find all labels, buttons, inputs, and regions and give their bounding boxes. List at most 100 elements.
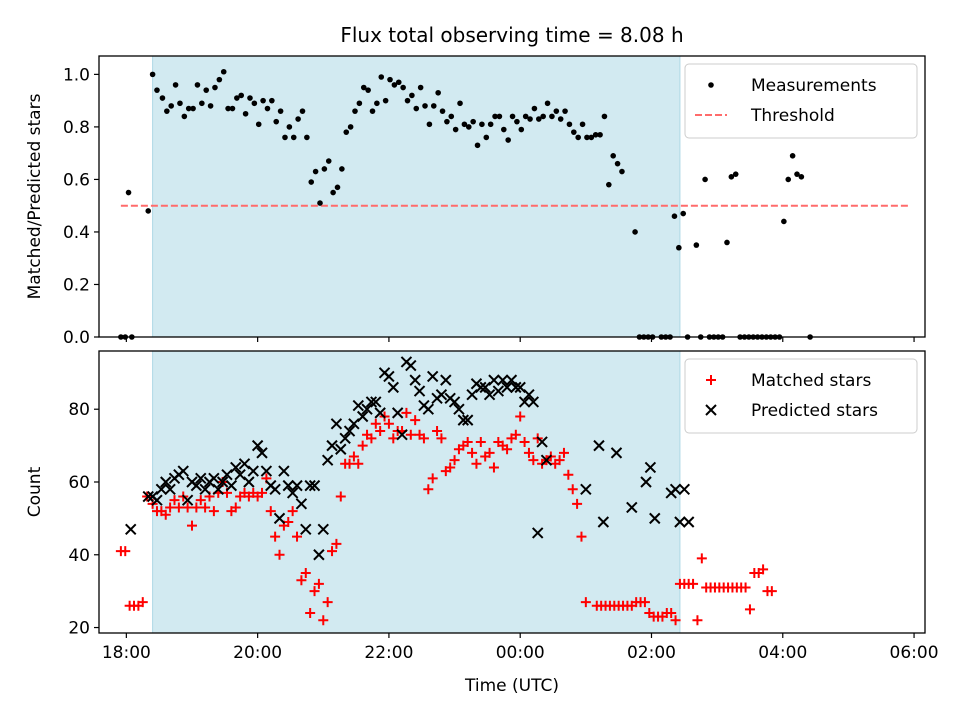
- matched-stars-point: [313, 578, 324, 589]
- measurement-point: [562, 108, 568, 114]
- matched-stars-point: [670, 615, 681, 626]
- legend: Measurements Threshold: [684, 63, 918, 139]
- predicted-stars-point: [361, 403, 373, 415]
- measurement-point: [479, 121, 485, 128]
- legend-predicted-swatch: [705, 404, 717, 416]
- predicted-stars-point: [479, 381, 491, 394]
- matched-stars-point: [195, 495, 206, 506]
- measurement-point: [317, 200, 323, 206]
- predicted-stars-point: [238, 458, 251, 470]
- measurement-point: [794, 171, 800, 177]
- measurement-point: [509, 113, 516, 120]
- matched-stars-point: [688, 578, 699, 589]
- matched-stars-point: [484, 447, 495, 458]
- predicted-stars-point: [177, 465, 189, 477]
- measurement-point: [461, 121, 468, 128]
- measurement-point: [321, 166, 328, 172]
- x-tick-label: 22:00: [364, 643, 413, 663]
- predicted-stars-point: [348, 418, 360, 430]
- predicted-stars-point: [343, 425, 356, 437]
- matched-stars-point: [191, 502, 202, 513]
- matched-stars-point: [515, 411, 526, 422]
- measurement-point: [334, 184, 341, 191]
- measurement-point: [680, 210, 687, 217]
- predicted-stars-point: [435, 388, 448, 401]
- measurement-point: [374, 100, 380, 107]
- matched-stars-point: [160, 509, 171, 520]
- measurement-point: [518, 126, 525, 133]
- measurement-point: [789, 152, 796, 159]
- matched-stars-point: [357, 440, 368, 451]
- predicted-stars-point: [291, 479, 303, 492]
- measurement-point: [339, 166, 345, 172]
- matched-stars-point: [305, 607, 316, 618]
- matched-stars-point: [639, 597, 650, 608]
- measurement-point: [154, 87, 160, 93]
- measurement-point: [400, 84, 406, 91]
- matched-stars-point: [758, 564, 769, 575]
- matched-stars-point: [423, 484, 434, 495]
- legend-label: Measurements: [751, 76, 877, 96]
- measurement-point: [365, 87, 371, 93]
- measurement-point: [251, 100, 258, 107]
- legend-measurement-swatch: [708, 82, 714, 88]
- matched-stars-point: [744, 604, 755, 615]
- predicted-stars-point: [457, 414, 470, 426]
- matched-stars-point: [173, 502, 184, 513]
- measurement-point: [177, 100, 183, 107]
- matched-stars-point: [169, 495, 180, 506]
- predicted-stars-point: [678, 483, 691, 495]
- matched-stars-point: [576, 531, 587, 542]
- matched-stars-point: [348, 451, 359, 462]
- matched-stars-point: [322, 597, 333, 608]
- measurement-point: [159, 95, 166, 101]
- measurement-point: [282, 134, 288, 141]
- matched-stars-point: [318, 615, 329, 626]
- legend-label: Threshold: [750, 106, 835, 126]
- predicted-stars-point: [313, 549, 325, 561]
- measurement-point: [579, 121, 586, 128]
- predicted-stars-point: [532, 527, 544, 539]
- predicted-stars-point: [580, 483, 592, 495]
- measurement-point: [404, 97, 411, 104]
- predicted-stars-point: [674, 516, 686, 528]
- measurement-point: [693, 242, 700, 248]
- measurement-point: [330, 189, 336, 196]
- measurement-point: [172, 82, 179, 88]
- matched-stars-point: [300, 567, 311, 578]
- predicted-stars-point: [326, 439, 338, 452]
- measurement-point: [487, 121, 494, 128]
- measurement-point: [325, 158, 332, 164]
- predicted-stars-point: [317, 523, 329, 536]
- y-tick-label: 20: [68, 619, 90, 639]
- matched-stars-point: [120, 546, 131, 557]
- measurement-point: [781, 218, 787, 225]
- legend-label: Predicted stars: [751, 401, 878, 421]
- matched-stars-point: [296, 575, 307, 586]
- panel-bottom: 20 40 60 80 18:00 20:00 22:00 00:00 02:00 04:00 06…: [25, 350, 939, 696]
- x-tick-label: 00:00: [496, 643, 545, 663]
- predicted-stars-point: [536, 436, 548, 448]
- measurement-point: [391, 82, 398, 88]
- legend-matched-swatch: [706, 375, 716, 385]
- predicted-stars-point: [505, 374, 518, 386]
- measurement-point: [185, 105, 192, 112]
- predicted-stars-point: [234, 469, 246, 481]
- measurement-point: [312, 168, 319, 175]
- matched-stars-point: [265, 506, 276, 517]
- predicted-stars-point: [164, 483, 176, 495]
- measurement-point: [194, 82, 201, 88]
- measurement-point: [387, 76, 393, 83]
- measurement-point: [671, 213, 678, 219]
- matched-stars-point: [257, 487, 268, 498]
- measurement-point: [216, 76, 223, 83]
- matched-stars-point: [410, 415, 421, 426]
- y-tick-label: 1.0: [63, 65, 90, 85]
- measurement-point: [299, 108, 306, 114]
- predicted-stars-point: [269, 483, 281, 495]
- matched-stars-point: [208, 506, 219, 517]
- predicted-stars-point: [483, 388, 496, 401]
- measurement-point: [422, 103, 428, 109]
- predicted-stars-point: [300, 523, 312, 536]
